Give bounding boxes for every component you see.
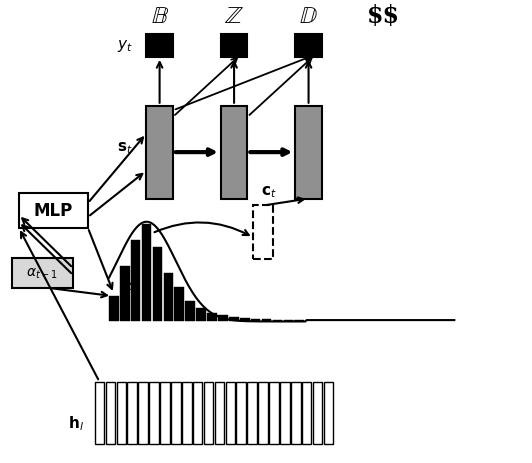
Bar: [284, 320, 293, 322]
Bar: [214, 382, 225, 444]
Bar: [253, 206, 273, 259]
Bar: [218, 316, 228, 322]
Bar: [146, 35, 173, 58]
Bar: [295, 320, 304, 322]
Bar: [313, 382, 322, 444]
Bar: [221, 35, 247, 58]
Bar: [128, 382, 137, 444]
Bar: [280, 382, 289, 444]
Bar: [160, 382, 170, 444]
Text: MLP: MLP: [34, 202, 73, 219]
Bar: [229, 317, 238, 322]
Bar: [302, 382, 311, 444]
Bar: [19, 194, 88, 228]
Bar: [251, 319, 260, 322]
Bar: [295, 106, 322, 199]
Bar: [117, 382, 126, 444]
Text: $y_t$: $y_t$: [117, 38, 133, 54]
Bar: [226, 382, 235, 444]
Bar: [146, 106, 173, 199]
Bar: [164, 273, 173, 322]
Bar: [182, 382, 192, 444]
Bar: [236, 382, 246, 444]
Bar: [185, 301, 195, 322]
Text: $\mathbb{D}$: $\mathbb{D}$: [299, 4, 318, 28]
Bar: [240, 318, 250, 322]
Bar: [247, 382, 257, 444]
Bar: [193, 382, 202, 444]
Text: $\mathbf{c}_t$: $\mathbf{c}_t$: [261, 183, 277, 199]
Bar: [153, 248, 162, 322]
Bar: [258, 382, 268, 444]
Bar: [323, 382, 333, 444]
Text: $\mathbb{Z}$: $\mathbb{Z}$: [224, 4, 244, 28]
Bar: [142, 225, 151, 322]
Bar: [120, 266, 129, 322]
Bar: [95, 382, 104, 444]
Bar: [207, 313, 217, 322]
Text: $\mathbb{B}$: $\mathbb{B}$: [151, 4, 169, 28]
Text: $\alpha_{tl}$: $\alpha_{tl}$: [122, 280, 140, 294]
Text: \$\$: \$\$: [367, 4, 400, 28]
Bar: [272, 320, 282, 322]
Bar: [138, 382, 148, 444]
Bar: [262, 319, 271, 322]
Bar: [105, 382, 115, 444]
Text: $\mathbf{s}_t$: $\mathbf{s}_t$: [117, 140, 133, 156]
Bar: [196, 309, 206, 322]
Text: $\mathbf{h}_l$: $\mathbf{h}_l$: [68, 413, 84, 432]
Bar: [269, 382, 279, 444]
Bar: [171, 382, 181, 444]
Bar: [131, 241, 140, 322]
Bar: [291, 382, 301, 444]
Bar: [109, 296, 119, 322]
Bar: [174, 287, 184, 322]
Bar: [12, 258, 73, 288]
Text: $\alpha_{t-1}$: $\alpha_{t-1}$: [27, 266, 59, 281]
Bar: [149, 382, 159, 444]
Bar: [204, 382, 213, 444]
Bar: [295, 35, 322, 58]
Bar: [221, 106, 247, 199]
